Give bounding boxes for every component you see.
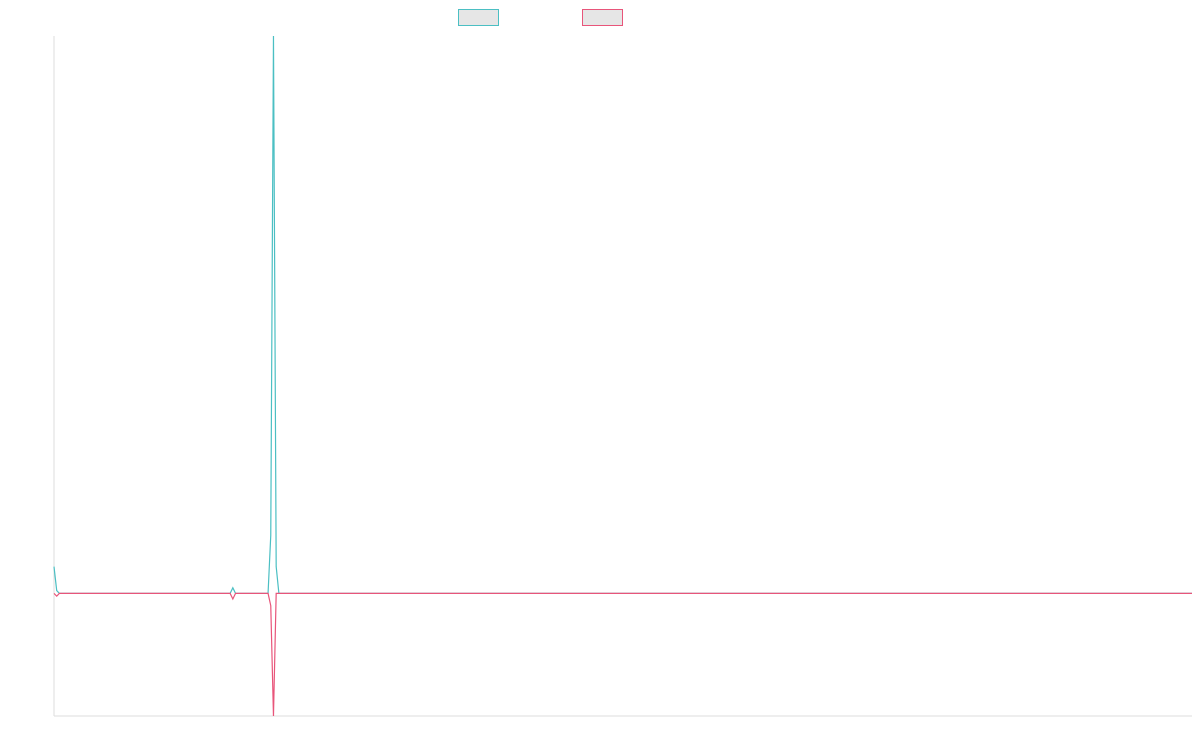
legend-swatch <box>458 9 499 26</box>
series-line <box>53 592 1192 717</box>
legend-swatch <box>582 9 623 26</box>
series-line <box>53 35 1192 594</box>
